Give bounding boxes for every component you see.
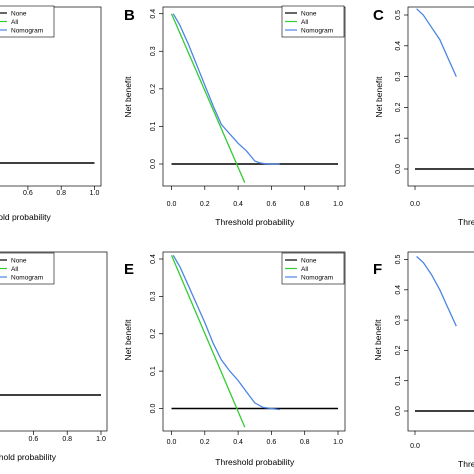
legend-entry: None xyxy=(301,257,317,264)
x-axis-title: Threshold probability xyxy=(215,217,295,227)
x-tick-label: 0.0 xyxy=(167,201,177,208)
y-tick-label: 0.4 xyxy=(395,41,402,51)
x-axis-title: Threshold probability xyxy=(0,452,57,462)
panel-d: 0.6 0.8 1.0 Threshold probability None AllNom… xyxy=(0,251,108,462)
series-line-nomogram xyxy=(172,254,280,411)
panel-c: C 0.0 0.0 0.1 0.2 0.3 0.4 0.5 Threshold probabil… xyxy=(373,6,474,227)
panel-label: F xyxy=(373,261,382,278)
x-axis-title: Threshold probability xyxy=(458,217,474,227)
y-tick-label: 0.0 xyxy=(395,164,402,174)
y-tick-label: 0.2 xyxy=(150,84,157,94)
x-tick-label: 0.8 xyxy=(62,436,72,443)
legend-entry: Nomogram xyxy=(301,27,333,34)
x-tick-label: 1.0 xyxy=(90,190,100,197)
series-line-nomogram xyxy=(172,13,280,165)
x-tick-label: 0.2 xyxy=(200,439,210,446)
y-tick-label: 0.3 xyxy=(150,46,157,56)
x-tick-label: 0.6 xyxy=(267,201,277,208)
legend-entry: None xyxy=(11,10,27,17)
panel-a: 0.6 0.8 1.0 Threshold probability None AllNom… xyxy=(0,5,102,222)
plot-frame xyxy=(162,251,346,432)
series-line-nomogram xyxy=(416,256,457,327)
plot-frame xyxy=(162,6,346,187)
y-tick-label: 0.0 xyxy=(395,406,402,416)
plot-frame xyxy=(0,251,108,432)
series-line-all xyxy=(170,13,246,184)
y-tick-label: 0.1 xyxy=(150,366,157,376)
x-axis-title: Threshold probability xyxy=(0,212,51,222)
x-tick-label: 0.6 xyxy=(267,439,277,446)
x-axis-title: Threshold probability xyxy=(458,459,474,469)
y-tick-label: 0.1 xyxy=(395,133,402,143)
x-tick-label: 0.4 xyxy=(233,201,243,208)
legend-entry: Nomogram xyxy=(11,274,43,281)
panel-f: F 0.0 0.0 0.1 0.2 0.3 0.4 0.5 Threshold probabil… xyxy=(373,251,474,469)
legend-entry: None xyxy=(11,257,27,264)
y-tick-label: 0.1 xyxy=(150,121,157,131)
panel-e: E 0.0 0.2 0.4 0.6 0.8 1.0 0.0 0.1 0.2 0.3 0.4 Thresh… xyxy=(123,251,346,467)
series-line-all xyxy=(170,255,246,428)
y-tick-label: 0.0 xyxy=(150,404,157,414)
legend-entry: None xyxy=(301,10,317,17)
x-tick-label: 0.0 xyxy=(410,443,420,450)
x-tick-label: 0.4 xyxy=(233,439,243,446)
panel-label: B xyxy=(124,7,135,24)
y-tick-label: 0.3 xyxy=(395,315,402,325)
x-tick-label: 1.0 xyxy=(333,201,343,208)
legend-entry: All xyxy=(11,19,19,26)
y-tick-label: 0.3 xyxy=(150,291,157,301)
y-tick-label: 0.5 xyxy=(395,10,402,20)
y-tick-label: 0.3 xyxy=(395,72,402,82)
y-tick-label: 0.0 xyxy=(150,159,157,169)
legend-box xyxy=(0,5,55,38)
y-tick-label: 0.4 xyxy=(150,254,157,264)
y-tick-label: 0.1 xyxy=(395,376,402,386)
legend-entry: All xyxy=(301,19,309,26)
x-tick-label: 1.0 xyxy=(96,436,106,443)
legend-entry: All xyxy=(301,266,309,273)
panel-label: C xyxy=(373,7,384,24)
legend-entry: Nomogram xyxy=(11,27,43,34)
x-tick-label: 0.8 xyxy=(300,201,310,208)
plot-frame xyxy=(407,251,474,432)
x-tick-label: 0.0 xyxy=(167,439,177,446)
legend-entry: All xyxy=(11,266,19,273)
x-tick-label: 0.6 xyxy=(23,190,33,197)
panel-label: E xyxy=(124,261,134,278)
y-tick-label: 0.5 xyxy=(395,255,402,265)
x-axis-title: Threshold probability xyxy=(215,457,295,467)
y-tick-label: 0.2 xyxy=(395,102,402,112)
panel-b: B 0.0 0.2 0.4 0.6 0.8 1.0 0.0 0.1 0.2 0.3 0.4 Thresh… xyxy=(123,5,346,227)
legend-entry: Nomogram xyxy=(301,274,333,281)
y-axis-title: Net benefit xyxy=(373,319,383,361)
y-axis-title: Net benefit xyxy=(123,76,133,118)
y-axis-title: Net benefit xyxy=(374,76,384,118)
series-line-nomogram xyxy=(416,8,457,77)
x-tick-label: 0.0 xyxy=(410,201,420,208)
y-axis-title: Net benefit xyxy=(123,319,133,361)
y-tick-label: 0.2 xyxy=(395,345,402,355)
x-tick-label: 1.0 xyxy=(333,439,343,446)
x-tick-label: 0.2 xyxy=(200,201,210,208)
x-tick-label: 0.8 xyxy=(56,190,66,197)
x-tick-label: 0.8 xyxy=(300,439,310,446)
y-tick-label: 0.4 xyxy=(395,285,402,295)
legend-box xyxy=(0,252,55,285)
plot-frame xyxy=(407,6,474,187)
x-tick-label: 0.6 xyxy=(29,436,39,443)
y-tick-label: 0.4 xyxy=(150,9,157,19)
y-tick-label: 0.2 xyxy=(150,329,157,339)
